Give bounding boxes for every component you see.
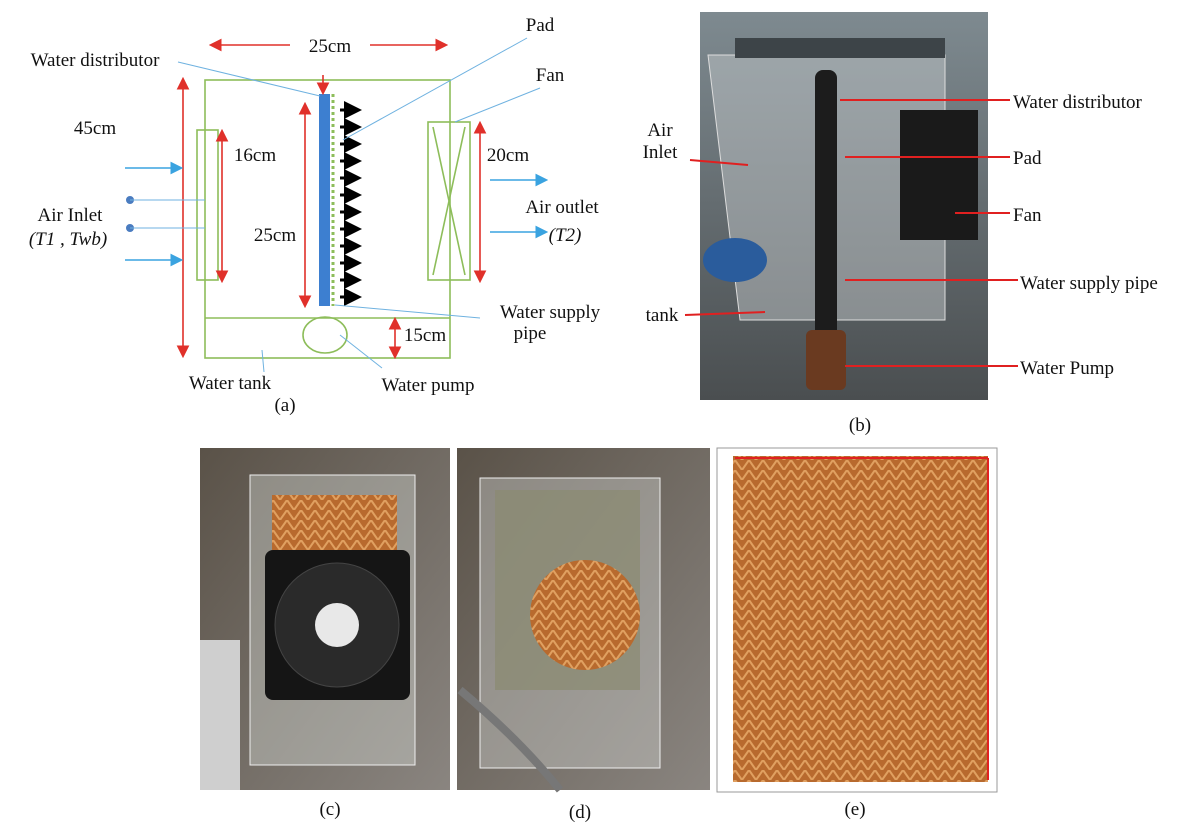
lid bbox=[735, 38, 945, 58]
leader-line bbox=[262, 350, 264, 372]
pipe-label: pipe bbox=[514, 323, 547, 344]
panel-b: Water distributor Air Inlet Pad Fan Wate… bbox=[643, 12, 1158, 436]
outlet-temp-label: (T2) bbox=[549, 225, 582, 246]
pad-sample bbox=[733, 456, 988, 782]
figure: 25cm 45cm 16cm 25cm Water distributor Pa… bbox=[0, 0, 1203, 824]
pad-label: Pad bbox=[526, 15, 555, 36]
inlet-panel bbox=[197, 130, 218, 280]
air-inlet-label: Air Inlet bbox=[38, 205, 104, 226]
water-tank-label: Water tank bbox=[189, 373, 272, 394]
label: Fan bbox=[1013, 205, 1042, 226]
leader-line bbox=[335, 305, 480, 318]
airflow-arrows bbox=[340, 110, 356, 297]
fan-blades bbox=[433, 127, 465, 275]
caption: (d) bbox=[569, 802, 591, 823]
height-label: 45cm bbox=[74, 118, 116, 139]
water-distributor-label: Water distributor bbox=[31, 50, 160, 71]
water-supply-label: Water supply bbox=[500, 302, 601, 323]
leader-line bbox=[178, 62, 320, 96]
caption: (c) bbox=[319, 799, 340, 820]
label: tank bbox=[646, 305, 679, 326]
fan-label: Fan bbox=[536, 65, 565, 86]
label: Inlet bbox=[643, 142, 679, 163]
label: Water distributor bbox=[1013, 92, 1142, 113]
label: Air bbox=[647, 120, 673, 141]
leader-line bbox=[343, 38, 527, 140]
opening bbox=[530, 560, 640, 670]
inlet-height-label: 16cm bbox=[234, 145, 276, 166]
leader-line bbox=[340, 335, 382, 368]
air-outlet-label: Air outlet bbox=[525, 197, 599, 218]
pad-height-label: 25cm bbox=[254, 225, 296, 246]
pump bbox=[806, 330, 846, 390]
width-label: 25cm bbox=[309, 36, 351, 57]
label: Water supply pipe bbox=[1020, 273, 1158, 294]
caption: (e) bbox=[844, 799, 865, 820]
panel-d: (d) bbox=[457, 448, 710, 823]
label: Water Pump bbox=[1020, 358, 1114, 379]
fan-height-label: 20cm bbox=[487, 145, 529, 166]
caption: (a) bbox=[274, 395, 295, 416]
fan bbox=[900, 110, 978, 240]
water-pump-label: Water pump bbox=[382, 375, 475, 396]
fan-hub bbox=[315, 603, 359, 647]
bucket bbox=[703, 238, 767, 282]
label: Pad bbox=[1013, 148, 1042, 169]
leader-line bbox=[455, 88, 540, 122]
device bbox=[200, 640, 240, 790]
tank-height-label: 15cm bbox=[404, 325, 446, 346]
panel-a: 25cm 45cm 16cm 25cm Water distributor Pa… bbox=[29, 15, 601, 416]
panel-e: (e) bbox=[717, 448, 997, 820]
panel-c: (c) bbox=[200, 448, 450, 820]
pad bbox=[319, 94, 330, 306]
inlet-temps-label: (T1 , Twb) bbox=[29, 229, 107, 250]
pad bbox=[272, 495, 397, 555]
caption: (b) bbox=[849, 415, 871, 436]
